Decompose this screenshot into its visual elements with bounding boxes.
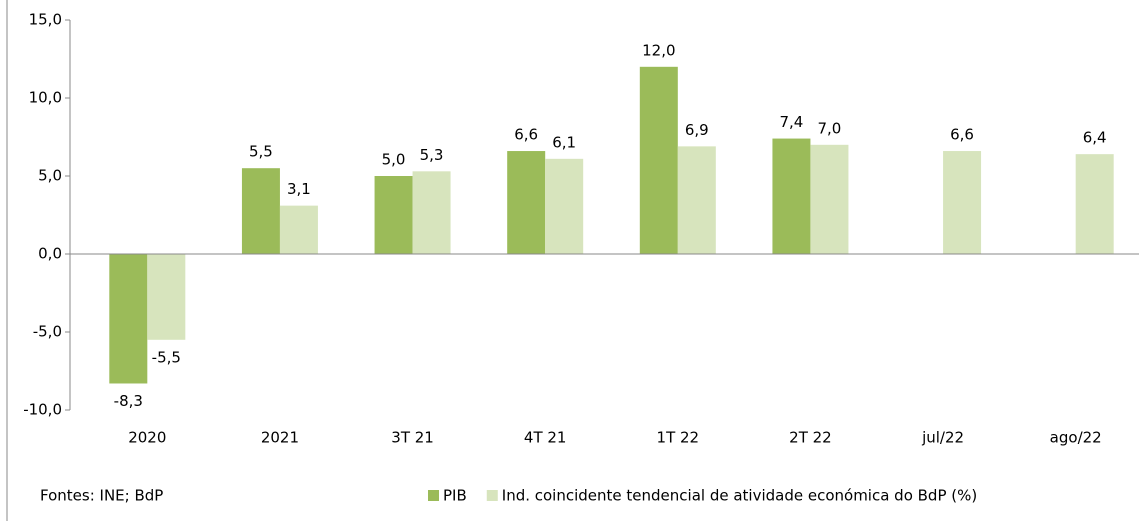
bar (545, 158, 584, 254)
value-label: 12,0 (642, 41, 675, 59)
source-note: Fontes: INE; BdP (40, 487, 163, 505)
y-tick-label: 5,0 (38, 167, 62, 185)
y-tick-label: 0,0 (38, 245, 62, 263)
value-label: 5,3 (420, 146, 444, 164)
x-tick-label: 2T 22 (789, 429, 832, 447)
bar (943, 151, 982, 254)
x-tick-label: 2021 (261, 429, 299, 447)
x-tick-label: 3T 21 (391, 429, 434, 447)
value-label: 5,5 (249, 143, 273, 161)
bar (677, 146, 716, 254)
y-tick-label: -5,0 (33, 323, 62, 341)
value-label: 7,0 (818, 119, 842, 137)
value-label: 6,9 (685, 121, 709, 139)
value-label: 7,4 (780, 113, 804, 131)
value-label: 6,1 (552, 133, 576, 151)
bar (810, 144, 849, 254)
x-tick-label: jul/22 (921, 429, 964, 447)
x-tick-label: ago/22 (1050, 429, 1102, 447)
bar (241, 168, 280, 254)
value-label: 3,1 (287, 180, 311, 198)
bar (374, 176, 413, 254)
bar (772, 138, 811, 254)
y-tick-label: 10,0 (29, 89, 62, 107)
y-tick-label: 15,0 (29, 11, 62, 29)
value-label: -5,5 (152, 348, 181, 366)
value-label: 6,6 (950, 126, 974, 144)
bar (507, 151, 546, 254)
legend-label: Ind. coincidente tendencial de atividade… (502, 487, 977, 505)
value-label: 6,6 (514, 126, 538, 144)
y-tick-label: -10,0 (23, 401, 62, 419)
legend-swatch (428, 490, 439, 501)
bar (412, 171, 451, 254)
bar (1075, 154, 1114, 254)
bar (109, 254, 148, 384)
value-label: -8,3 (114, 392, 143, 410)
bar (639, 66, 678, 254)
legend-label: PIB (443, 487, 467, 505)
value-label: 6,4 (1083, 129, 1107, 147)
x-tick-label: 2020 (128, 429, 166, 447)
x-tick-label: 1T 22 (657, 429, 700, 447)
x-tick-label: 4T 21 (524, 429, 567, 447)
legend-swatch (486, 490, 498, 501)
value-label: 5,0 (382, 151, 406, 169)
bar (279, 205, 318, 254)
bar (147, 254, 186, 340)
